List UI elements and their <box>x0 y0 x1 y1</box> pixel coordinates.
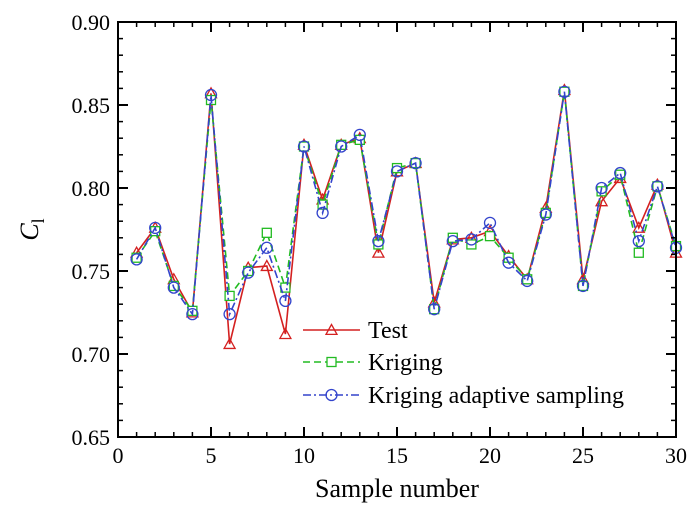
x-tick-label: 0 <box>113 443 124 468</box>
series-line-kriging-adaptive-sampling <box>135 91 677 318</box>
data-point-kriging <box>652 181 663 192</box>
y-axis-label: Cl <box>15 218 48 240</box>
data-point-kriging-adaptive-sampling <box>242 266 255 279</box>
data-point-test <box>260 259 274 272</box>
data-point-kriging-adaptive-sampling <box>390 165 404 178</box>
data-point-kriging-adaptive-sampling <box>260 241 273 254</box>
data-point-kriging-adaptive-sampling <box>502 256 515 269</box>
data-point-kriging-adaptive-sampling <box>651 180 664 193</box>
data-point-kriging-adaptive-sampling <box>558 85 571 98</box>
plot-area <box>129 83 683 350</box>
data-point-kriging-adaptive-sampling <box>353 128 366 142</box>
x-tick-label: 5 <box>206 443 217 468</box>
axes: 0 5 10 15 20 25 30 0.65 0.70 0.75 0.80 0.85 0.90 <box>72 10 688 468</box>
data-point-kriging-adaptive-sampling <box>316 206 329 220</box>
data-point-kriging-adaptive-sampling <box>186 308 199 321</box>
data-point-test <box>222 337 237 350</box>
data-point-kriging <box>484 230 496 242</box>
data-point-kriging-adaptive-sampling <box>632 234 645 248</box>
x-tick-label: 10 <box>293 443 315 468</box>
data-point-kriging <box>131 252 142 263</box>
data-point-kriging-adaptive-sampling <box>614 166 627 180</box>
y-tick-label: 0.65 <box>72 425 111 450</box>
data-point-test <box>594 194 609 207</box>
legend-label-kriging: Kriging <box>368 350 443 376</box>
y-tick-label: 0.75 <box>72 259 111 284</box>
legend-label-kriging-adaptive-sampling: Kriging adaptive sampling <box>368 383 624 409</box>
data-point-kriging-adaptive-sampling <box>521 274 534 288</box>
y-tick-label: 0.80 <box>72 176 111 201</box>
legend-marker-test <box>324 323 339 336</box>
legend-marker-kriging <box>326 356 337 368</box>
x-tick-label: 20 <box>479 443 501 468</box>
data-point-kriging-adaptive-sampling <box>539 208 552 221</box>
y-tick-label: 0.85 <box>72 93 111 118</box>
data-point-kriging-adaptive-sampling <box>335 140 348 153</box>
y-tick-label: 0.90 <box>72 10 111 35</box>
data-point-kriging-adaptive-sampling <box>428 303 441 316</box>
data-point-kriging <box>391 162 403 174</box>
legend-marker-kriging-adaptive-sampling <box>325 388 338 402</box>
data-point-kriging <box>633 247 644 258</box>
data-point-kriging-adaptive-sampling <box>483 216 497 230</box>
data-point-kriging-adaptive-sampling <box>465 233 478 246</box>
data-point-kriging-adaptive-sampling <box>223 308 236 321</box>
data-point-kriging-adaptive-sampling <box>446 234 459 248</box>
legend-label-test: Test <box>368 318 408 344</box>
data-point-test <box>632 221 646 233</box>
x-axis-label: Sample number <box>315 474 479 503</box>
x-tick-label: 25 <box>572 443 594 468</box>
x-tick-label: 30 <box>665 443 687 468</box>
series-line-test <box>135 89 677 345</box>
data-point-test <box>278 327 293 340</box>
data-point-kriging-adaptive-sampling <box>409 156 422 170</box>
data-point-kriging-adaptive-sampling <box>204 88 218 102</box>
y-tick-label: 0.70 <box>72 342 111 367</box>
data-point-kriging-adaptive-sampling <box>576 279 590 293</box>
data-point-kriging-adaptive-sampling <box>279 294 292 308</box>
data-point-kriging <box>317 199 328 210</box>
data-point-kriging-adaptive-sampling <box>297 140 311 153</box>
data-point-kriging <box>243 265 254 277</box>
data-point-kriging-adaptive-sampling <box>149 221 162 234</box>
data-point-kriging-adaptive-sampling <box>372 234 385 248</box>
series-line-kriging <box>135 91 677 313</box>
data-point-kriging-adaptive-sampling <box>595 181 608 195</box>
legend: Test Kriging Kriging adaptive sampling <box>303 318 624 409</box>
data-point-kriging <box>261 227 272 238</box>
data-point-kriging-adaptive-sampling <box>167 281 180 294</box>
data-point-kriging <box>224 290 235 302</box>
data-point-kriging-adaptive-sampling <box>130 253 143 266</box>
data-point-test <box>371 245 386 258</box>
x-tick-label: 15 <box>386 443 408 468</box>
